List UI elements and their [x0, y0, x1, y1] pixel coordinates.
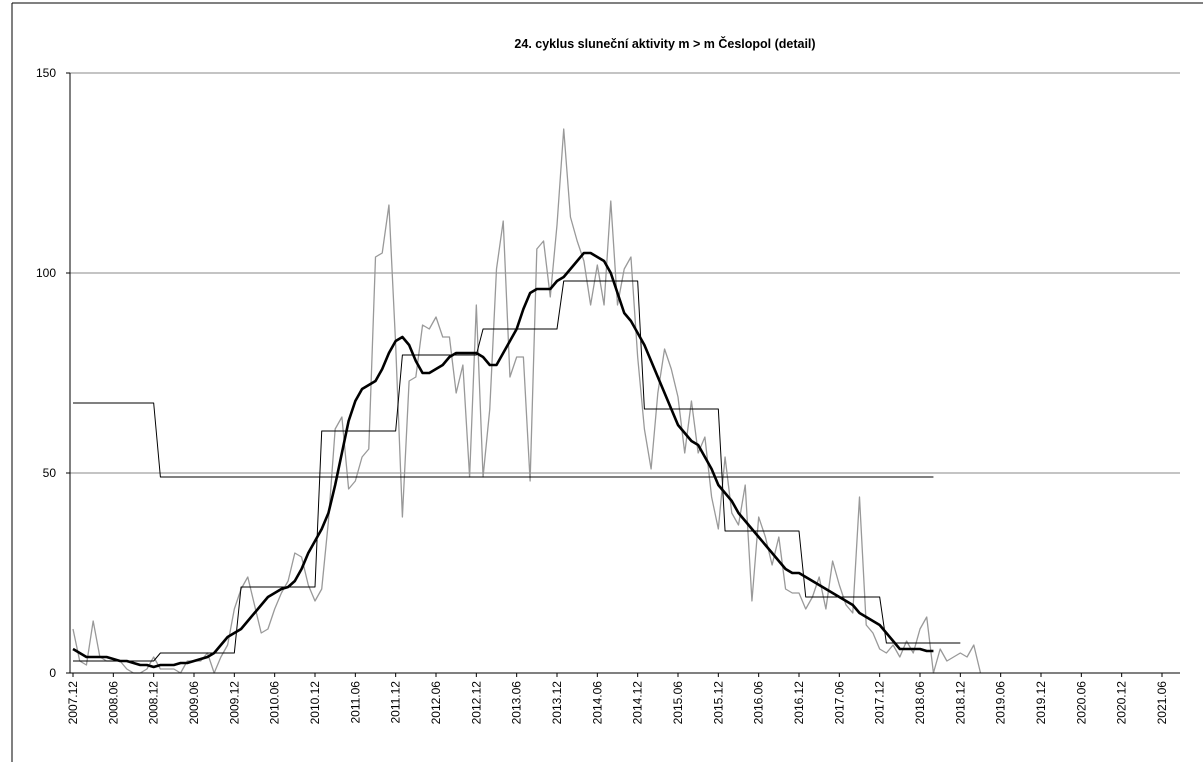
- x-tick-label: 2012.12: [469, 681, 483, 725]
- x-tick-label: 2013.06: [510, 681, 524, 725]
- x-tick-label: 2020.12: [1115, 681, 1129, 725]
- x-tick-label: 2017.06: [832, 681, 846, 725]
- x-tick-label: 2018.12: [953, 681, 967, 725]
- plot: [72, 128, 982, 674]
- x-tick-label: 2020.06: [1074, 681, 1088, 725]
- x-tick-label: 2019.12: [1034, 681, 1048, 725]
- series-line: [72, 251, 934, 669]
- x-tick-label: 2014.06: [590, 681, 604, 725]
- x-tick-label: 2009.06: [187, 681, 201, 725]
- x-tick-label: 2015.06: [671, 681, 685, 725]
- x-tick-label: 2019.06: [994, 681, 1008, 725]
- x-tick-label: 2012.06: [429, 681, 443, 725]
- axes: 0 50 100 150 2007.12 2008.06 2008.12 2009.06 200…: [36, 66, 1180, 724]
- x-tick-label: 2021.06: [1155, 681, 1169, 725]
- x-tick-label: 2016.12: [792, 681, 806, 725]
- y-tick-label: 50: [43, 466, 57, 480]
- y-tick-label: 150: [36, 66, 56, 80]
- x-tick-label: 2018.06: [913, 681, 927, 725]
- series-line: [73, 402, 934, 478]
- x-tick-label: 2015.12: [711, 681, 725, 725]
- x-tick-label: 2010.12: [308, 681, 322, 725]
- x-tick-label: 2017.12: [873, 681, 887, 725]
- x-tick-label: 2016.06: [752, 681, 766, 725]
- y-tick-label: 0: [49, 666, 56, 680]
- x-tick-label: 2013.12: [550, 681, 564, 725]
- x-tick-label: 2011.12: [389, 681, 403, 724]
- x-tick-label: 2008.12: [147, 681, 161, 725]
- x-tick-label: 2007.12: [66, 681, 80, 725]
- chart-title: 24. cyklus sluneční aktivity m > m Česlo…: [514, 36, 815, 51]
- x-tick-label: 2009.12: [227, 681, 241, 725]
- grid: [70, 72, 1180, 474]
- y-tick-label: 100: [36, 266, 56, 280]
- x-tick-label: 2010.06: [268, 681, 282, 725]
- x-tick-label: 2011.06: [348, 681, 362, 724]
- x-tick-label: 2008.06: [106, 681, 120, 725]
- series-line: [72, 128, 982, 674]
- x-tick-label: 2014.12: [631, 681, 645, 725]
